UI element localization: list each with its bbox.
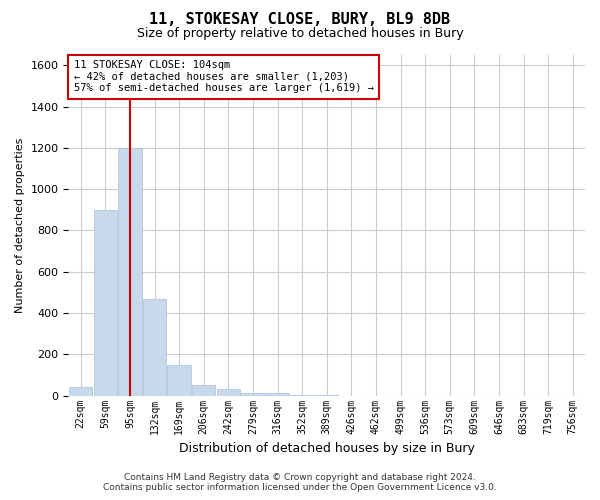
Text: 11 STOKESAY CLOSE: 104sqm
← 42% of detached houses are smaller (1,203)
57% of se: 11 STOKESAY CLOSE: 104sqm ← 42% of detac… — [74, 60, 374, 94]
Bar — [266, 392, 289, 396]
X-axis label: Distribution of detached houses by size in Bury: Distribution of detached houses by size … — [179, 442, 475, 455]
Bar — [315, 394, 338, 396]
Bar — [94, 210, 117, 396]
Text: Contains HM Land Registry data © Crown copyright and database right 2024.
Contai: Contains HM Land Registry data © Crown c… — [103, 473, 497, 492]
Text: 11, STOKESAY CLOSE, BURY, BL9 8DB: 11, STOKESAY CLOSE, BURY, BL9 8DB — [149, 12, 451, 28]
Bar — [143, 298, 166, 396]
Y-axis label: Number of detached properties: Number of detached properties — [15, 138, 25, 313]
Bar — [241, 392, 265, 396]
Bar — [290, 394, 314, 396]
Bar — [192, 386, 215, 396]
Text: Size of property relative to detached houses in Bury: Size of property relative to detached ho… — [137, 28, 463, 40]
Bar — [217, 390, 240, 396]
Bar — [69, 388, 92, 396]
Bar — [118, 148, 142, 396]
Bar — [167, 364, 191, 396]
